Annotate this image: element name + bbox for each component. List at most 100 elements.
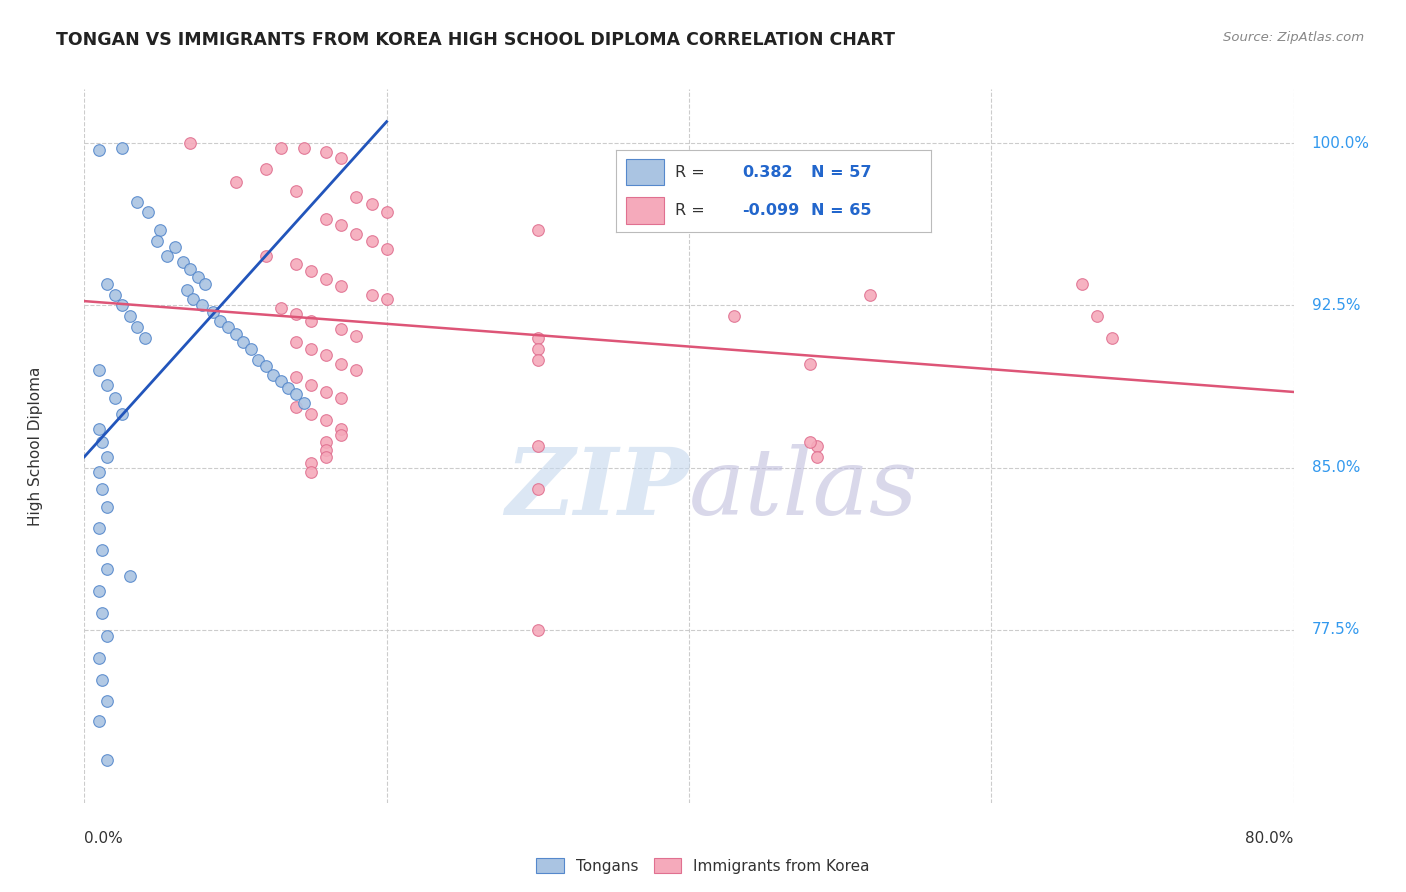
Point [91,482,114,496]
Point [330,152,353,166]
Point [330,392,353,406]
Point [127,320,149,334]
Bar [626,159,664,186]
Point [330,219,353,233]
Point [91,673,114,687]
Text: 0.382: 0.382 [742,164,793,179]
Text: 92.5%: 92.5% [1312,298,1360,313]
Text: N = 57: N = 57 [811,164,872,179]
Point [96,562,118,576]
Point [146,234,169,248]
Point [806,450,828,464]
Point [89,465,111,479]
Point [96,753,118,767]
Point [527,223,550,237]
Point [191,298,214,312]
Point [315,272,337,286]
Point [89,143,111,157]
Legend: Tongans, Immigrants from Korea: Tongans, Immigrants from Korea [530,852,876,880]
Point [156,249,179,263]
Text: 85.0%: 85.0% [1312,460,1360,475]
Point [299,407,322,421]
Point [254,162,277,177]
Point [360,196,382,211]
Point [527,439,550,453]
Point [292,396,315,410]
Point [149,223,172,237]
Text: N = 65: N = 65 [811,203,872,218]
Point [284,400,308,414]
Point [315,450,337,464]
Point [217,320,239,334]
Point [330,428,353,442]
Point [96,500,118,514]
Point [346,328,368,343]
Point [284,184,308,198]
Point [299,465,322,479]
Point [262,368,284,382]
Point [299,342,322,356]
Text: ZIP: ZIP [505,444,689,533]
Point [346,227,368,241]
Point [330,322,353,336]
Point [179,261,201,276]
Point [527,331,550,345]
Point [299,313,322,327]
Point [346,190,368,204]
Point [330,279,353,293]
Point [1085,310,1108,324]
Point [360,287,382,301]
Point [181,292,204,306]
Text: 0.0%: 0.0% [84,831,124,847]
Text: 77.5%: 77.5% [1312,623,1360,637]
Point [91,542,114,557]
Point [104,287,127,301]
Point [111,298,134,312]
Point [315,211,337,226]
Point [277,381,299,395]
Point [127,194,149,209]
Point [254,359,277,373]
Point [96,629,118,643]
Point [118,310,141,324]
Point [89,583,111,598]
Point [806,439,828,453]
Bar [626,197,664,224]
Point [247,352,270,367]
Point [172,255,194,269]
Point [96,694,118,708]
Point [375,242,398,256]
Point [375,292,398,306]
Point [91,434,114,449]
Point [89,521,111,535]
Point [723,310,745,324]
Point [194,277,217,291]
Point [225,175,247,189]
Point [96,277,118,291]
Text: 100.0%: 100.0% [1312,136,1369,151]
Text: TONGAN VS IMMIGRANTS FROM KOREA HIGH SCHOOL DIPLOMA CORRELATION CHART: TONGAN VS IMMIGRANTS FROM KOREA HIGH SCH… [56,31,896,49]
Point [315,384,337,399]
Point [165,240,187,254]
Point [134,331,156,345]
Point [176,283,198,297]
Point [111,407,134,421]
Point [330,357,353,371]
Point [315,348,337,362]
Point [292,140,315,154]
Point [527,623,550,637]
Point [270,140,292,154]
Point [299,456,322,470]
Point [136,205,159,219]
Point [179,136,201,151]
Point [232,335,254,350]
Point [284,387,308,401]
Point [1101,331,1123,345]
Point [118,568,141,582]
Point [315,145,337,159]
Point [239,342,262,356]
Point [1071,277,1094,291]
Point [89,714,111,728]
Text: -0.099: -0.099 [742,203,800,218]
Point [104,392,127,406]
